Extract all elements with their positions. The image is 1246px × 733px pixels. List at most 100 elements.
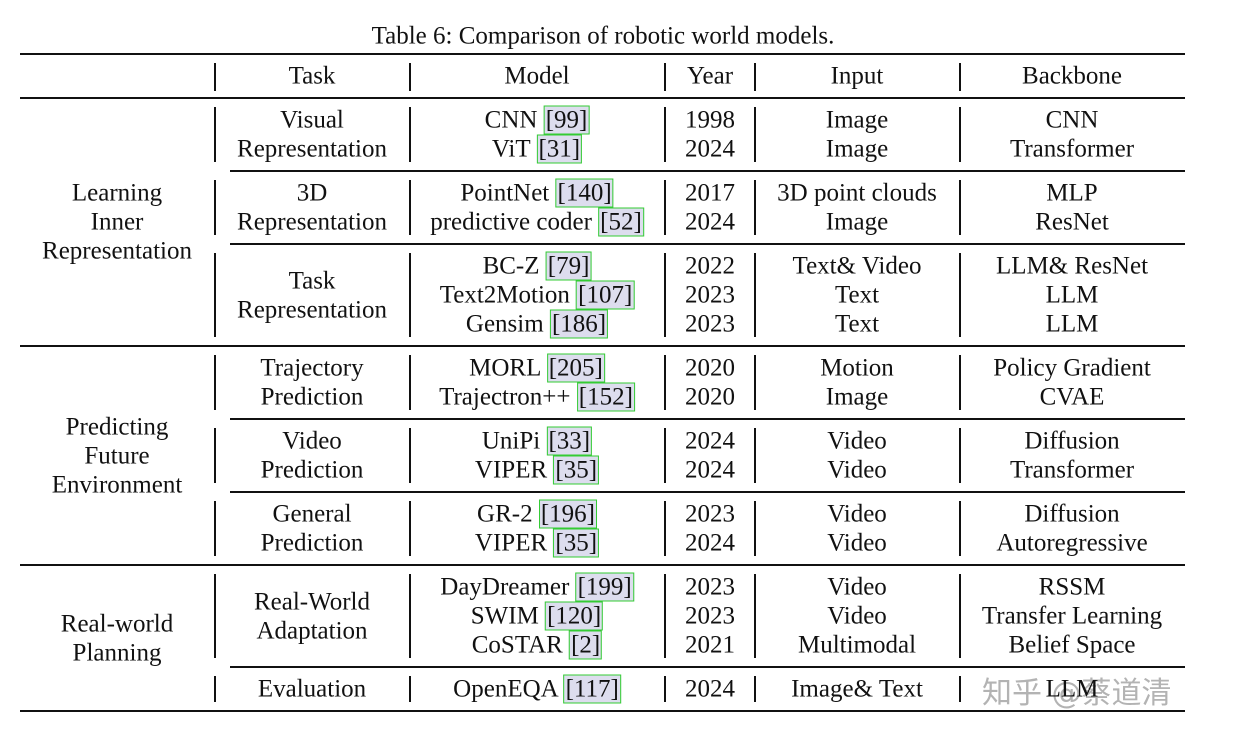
citation[interactable]: [35]	[553, 528, 600, 558]
citation[interactable]: [120]	[545, 601, 604, 631]
citation[interactable]: [35]	[553, 455, 600, 485]
citation[interactable]: [99]	[543, 105, 590, 135]
model-cell: Text2Motion [107]	[440, 280, 635, 310]
citation[interactable]: [205]	[546, 353, 605, 383]
input-cell: Image& Text	[791, 675, 923, 703]
separator	[214, 574, 216, 658]
input-cell: Image	[825, 106, 889, 134]
separator	[754, 428, 756, 483]
rule	[230, 491, 1185, 493]
header-cell: Year	[686, 62, 734, 90]
citation[interactable]: [33]	[546, 426, 593, 456]
input-cell: Motion	[820, 354, 894, 382]
model-name: VIPER	[474, 529, 548, 557]
separator	[664, 428, 666, 483]
group-label: Planning	[72, 639, 162, 666]
year-cell: 2024	[685, 675, 735, 703]
model-name: OpenEQA	[453, 675, 558, 703]
backbone-cell: ResNet	[1035, 208, 1109, 236]
input-cell: Text	[834, 310, 880, 338]
model-name: BC-Z	[482, 252, 540, 280]
citation[interactable]: [52]	[598, 207, 644, 237]
year-cell: 2024	[685, 208, 735, 236]
model-name: SWIM	[470, 602, 539, 630]
model-name: MORL	[469, 354, 541, 382]
model-cell: Trajectron++ [152]	[439, 382, 635, 412]
citation[interactable]: [186]	[549, 309, 609, 339]
citation[interactable]: [196]	[538, 499, 597, 529]
input-cell: 3D point clouds	[777, 179, 937, 207]
separator	[214, 428, 216, 483]
rule	[20, 564, 1185, 566]
year-cell: 2024	[685, 456, 735, 484]
separator	[959, 253, 961, 337]
header-cell: Model	[504, 62, 570, 90]
task-label: Trajectory	[260, 354, 364, 382]
backbone-cell: LLM	[1045, 310, 1099, 338]
year-cell: 1998	[685, 106, 735, 134]
backbone-cell: Transformer	[1009, 456, 1135, 484]
backbone-cell: RSSM	[1038, 573, 1106, 601]
backbone-cell: Belief Space	[1008, 631, 1136, 659]
model-name: VIPER	[474, 456, 548, 484]
model-name: DayDreamer	[440, 573, 570, 601]
separator	[754, 355, 756, 410]
rule	[230, 243, 1185, 245]
model-cell: Gensim [186]	[465, 309, 609, 339]
model-cell: SWIM [120]	[470, 601, 604, 631]
separator	[214, 107, 216, 162]
backbone-cell: Diffusion	[1024, 500, 1120, 528]
separator	[754, 253, 756, 337]
rule	[230, 170, 1185, 172]
model-name: GR-2	[477, 500, 533, 528]
group-label: Future	[84, 442, 150, 469]
task-label: Visual	[280, 106, 344, 134]
model-cell: predictive coder [52]	[430, 207, 644, 237]
model-name: UniPi	[481, 427, 541, 455]
rule	[20, 709, 1185, 713]
task-label: Adaptation	[256, 617, 368, 644]
input-cell: Video	[827, 427, 887, 455]
input-cell: Multimodal	[797, 631, 917, 659]
rule	[20, 97, 1185, 99]
task-label: Video	[282, 427, 342, 455]
separator	[959, 355, 961, 410]
separator	[409, 107, 411, 162]
separator	[409, 253, 411, 337]
separator	[959, 501, 961, 556]
citation[interactable]: [79]	[545, 251, 592, 281]
task-label: Representation	[237, 208, 387, 236]
model-name: ViT	[491, 135, 531, 163]
caption: Table 6: Comparison of robotic world mod…	[371, 22, 835, 50]
citation[interactable]: [152]	[576, 382, 635, 412]
model-cell: VIPER [35]	[474, 528, 600, 558]
year-cell: 2023	[685, 602, 735, 630]
separator	[214, 253, 216, 337]
model-cell: UniPi [33]	[481, 426, 593, 456]
backbone-cell: MLP	[1046, 179, 1098, 207]
year-cell: 2021	[685, 631, 735, 659]
separator	[754, 574, 756, 658]
citation[interactable]: [107]	[576, 280, 635, 310]
separator	[754, 180, 756, 235]
task-label: Prediction	[260, 529, 364, 557]
model-name: Gensim	[465, 310, 544, 338]
separator	[409, 428, 411, 483]
citation[interactable]: [117]	[563, 674, 621, 704]
backbone-cell: Diffusion	[1024, 427, 1120, 455]
citation[interactable]: [31]	[536, 134, 583, 164]
input-cell: Video	[827, 573, 887, 601]
rule	[20, 52, 1185, 56]
input-cell: Video	[827, 500, 887, 528]
separator	[214, 63, 216, 91]
task-label: Evaluation	[257, 675, 367, 703]
input-cell: Text	[834, 281, 880, 309]
citation[interactable]: [199]	[575, 572, 634, 602]
model-cell: CNN [99]	[485, 105, 590, 135]
header-cell: Input	[830, 62, 884, 90]
group-label: Learning	[71, 179, 163, 207]
citation[interactable]: [2]	[569, 630, 603, 660]
separator	[214, 180, 216, 235]
year-cell: 2024	[685, 135, 735, 163]
citation[interactable]: [140]	[555, 178, 614, 208]
